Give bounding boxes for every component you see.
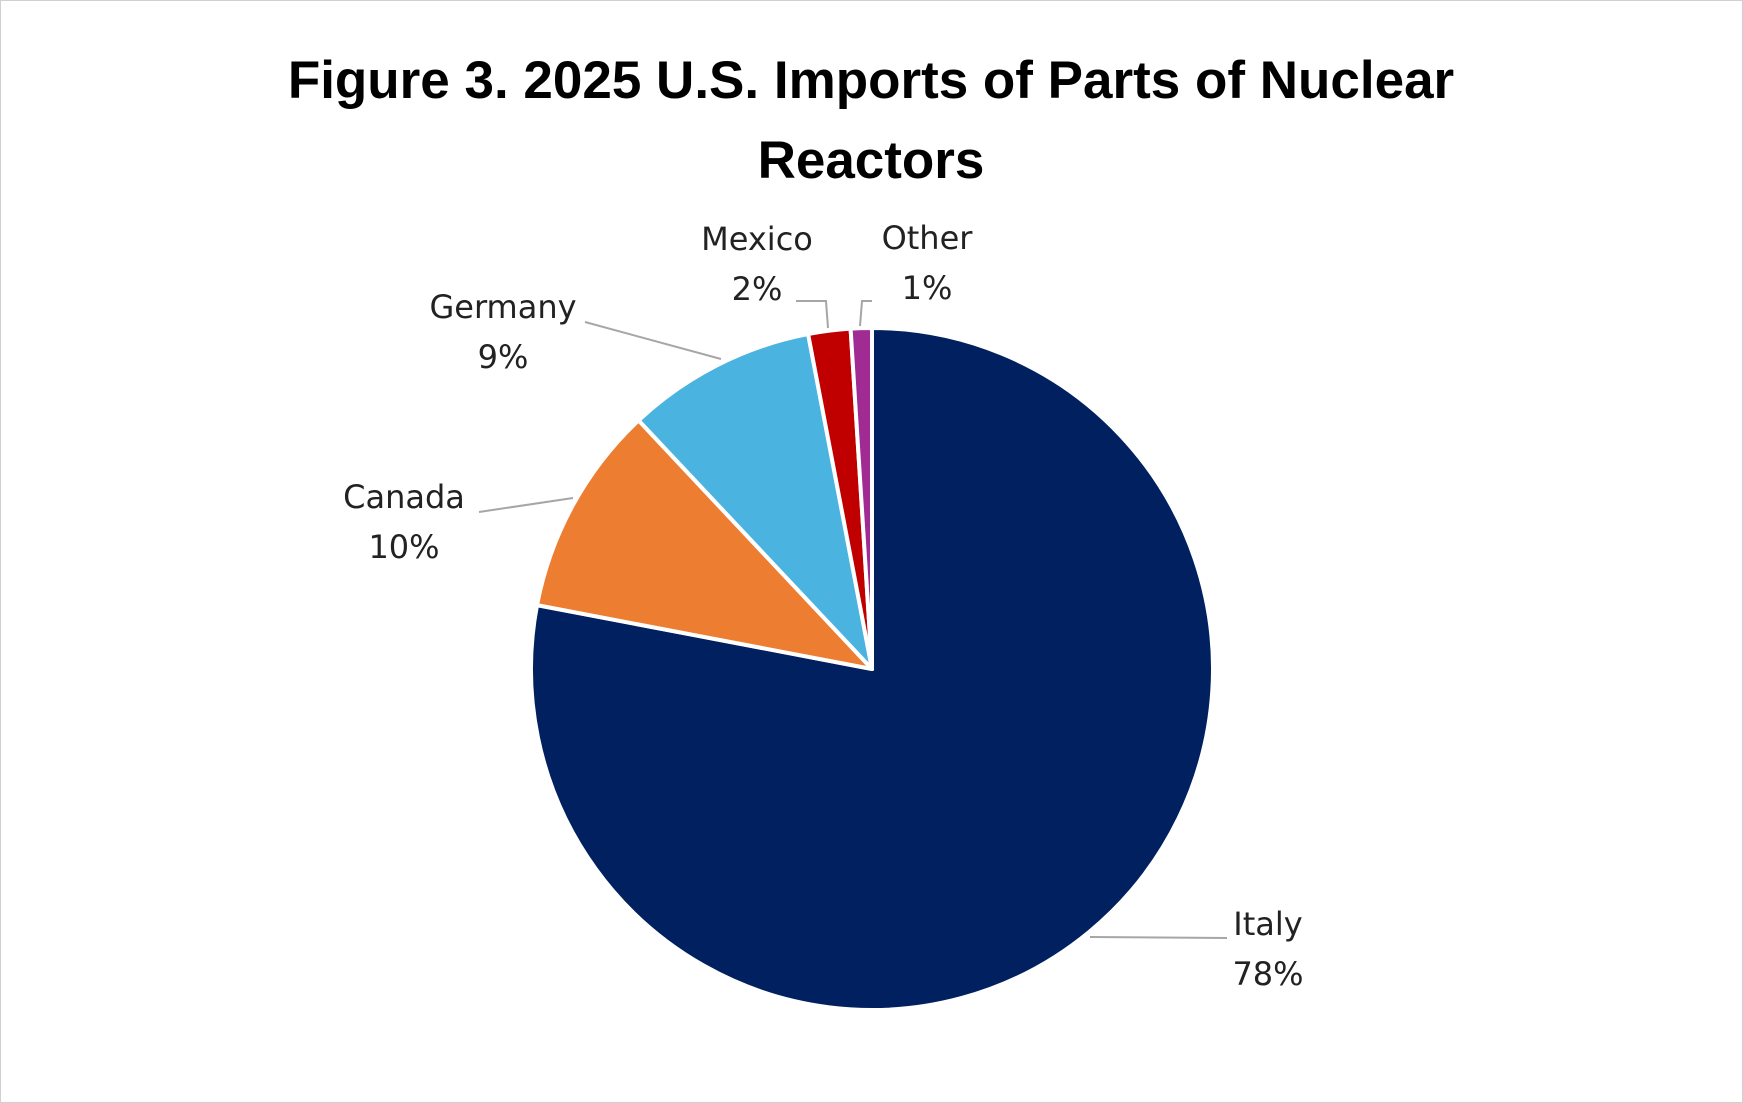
- leader-line: [796, 300, 829, 329]
- slice-value-label: 2%: [732, 270, 783, 308]
- leader-line: [1089, 936, 1228, 939]
- leader-line: [584, 321, 722, 360]
- slice-value-label: 9%: [478, 338, 529, 376]
- slice-value-label: 10%: [368, 528, 439, 566]
- pie-slice: [636, 332, 874, 671]
- pie-slice: [848, 326, 874, 671]
- slice-label: Other: [882, 219, 974, 257]
- slice-label: Canada: [343, 478, 465, 516]
- chart-title: Figure 3. 2025 U.S. Imports of Parts of …: [287, 51, 1455, 190]
- leader-line: [478, 497, 574, 513]
- slice-label: Mexico: [701, 220, 813, 258]
- leader-line: [859, 300, 872, 327]
- slice-value-label: 78%: [1232, 955, 1303, 993]
- slice-value-label: 1%: [902, 269, 953, 307]
- pie-slice: [535, 418, 874, 671]
- slice-label: Germany: [429, 288, 576, 326]
- slice-label: Italy: [1233, 905, 1302, 943]
